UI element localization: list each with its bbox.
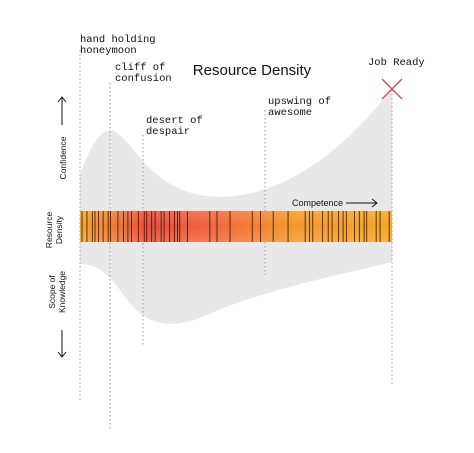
stage-label: upswing of — [268, 96, 331, 108]
stage-label: despair — [146, 126, 190, 138]
confidence-label: Confidence — [58, 136, 68, 179]
resource-density-label: Resource — [44, 212, 54, 249]
stage-label: Job Ready — [368, 57, 425, 69]
stage-label: awesome — [268, 107, 312, 119]
title: Resource Density — [193, 62, 312, 79]
stage-label: hand holding — [80, 34, 156, 46]
knowledge-area — [80, 88, 392, 324]
down-arrow — [57, 330, 67, 358]
stage-label: cliff of — [115, 62, 165, 74]
stage-label: honeymoon — [80, 45, 137, 57]
band-shade — [80, 211, 392, 242]
density-lines — [81, 211, 390, 242]
scope-label: Knowledge — [57, 271, 67, 313]
resource-density-label: Density — [54, 215, 64, 244]
right-arrow — [346, 198, 378, 208]
stage-label: confusion — [115, 73, 172, 85]
competence-label: Competence — [292, 198, 343, 208]
up-arrow — [57, 96, 67, 125]
job-ready-mark — [381, 78, 403, 100]
scope-label: Scope of — [47, 275, 57, 309]
stage-label: desert of — [146, 115, 203, 127]
